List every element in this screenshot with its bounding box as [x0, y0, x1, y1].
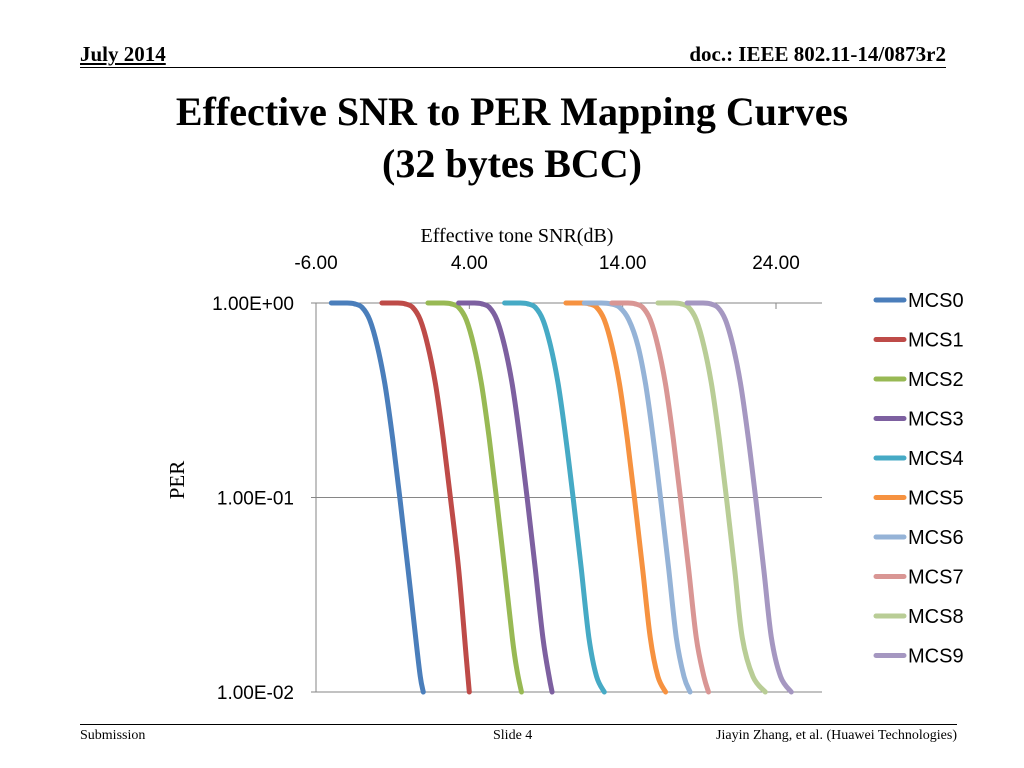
slide-title-line2: (32 bytes BCC) [382, 141, 642, 186]
series-line-mcs4 [502, 300, 607, 695]
series-line-mcs1 [379, 300, 472, 695]
footer-submission: Submission [80, 728, 146, 743]
x-tick-label: 24.00 [752, 253, 800, 274]
legend-label-mcs3: MCS3 [908, 409, 964, 431]
footer-authors: Jiayin Zhang, et al. (Huawei Technologie… [716, 728, 957, 743]
x-tick-label: 4.00 [451, 253, 488, 274]
series-line-mcs9 [684, 300, 794, 695]
legend-label-mcs7: MCS7 [908, 567, 964, 589]
y-axis-title: PER [165, 461, 189, 500]
footer-divider [80, 724, 957, 725]
y-tick-label: 1.00E-01 [217, 489, 294, 510]
slide-title-line1: Effective SNR to PER Mapping Curves [175, 89, 849, 134]
legend-label-mcs8: MCS8 [908, 606, 964, 628]
series-line-mcs2 [425, 300, 524, 695]
header-date: July 2014 [80, 42, 166, 66]
slide-title: Effective SNR to PER Mapping Curves (32 … [0, 86, 1024, 190]
x-axis-title: Effective tone SNR(dB) [421, 225, 614, 247]
x-tick-label: 14.00 [599, 253, 647, 274]
series-line-mcs7 [609, 300, 711, 695]
header-divider [80, 67, 946, 68]
series-line-mcs3 [456, 300, 555, 695]
header-doc-id: doc.: IEEE 802.11-14/0873r2 [689, 42, 946, 66]
legend-label-mcs6: MCS6 [908, 527, 964, 549]
x-tick-label: -6.00 [294, 253, 337, 274]
series-line-mcs0 [328, 300, 426, 695]
legend-label-mcs5: MCS5 [908, 488, 964, 510]
series-line-mcs8 [655, 300, 768, 695]
legend-label-mcs1: MCS1 [908, 330, 964, 352]
legend-label-mcs9: MCS9 [908, 646, 964, 668]
y-tick-label: 1.00E-02 [217, 683, 294, 704]
legend-label-mcs0: MCS0 [908, 290, 964, 312]
legend-label-mcs2: MCS2 [908, 369, 964, 391]
legend-label-mcs4: MCS4 [908, 448, 964, 470]
y-tick-label: 1.00E+00 [212, 294, 294, 315]
footer-slide-number: Slide 4 [493, 728, 533, 743]
